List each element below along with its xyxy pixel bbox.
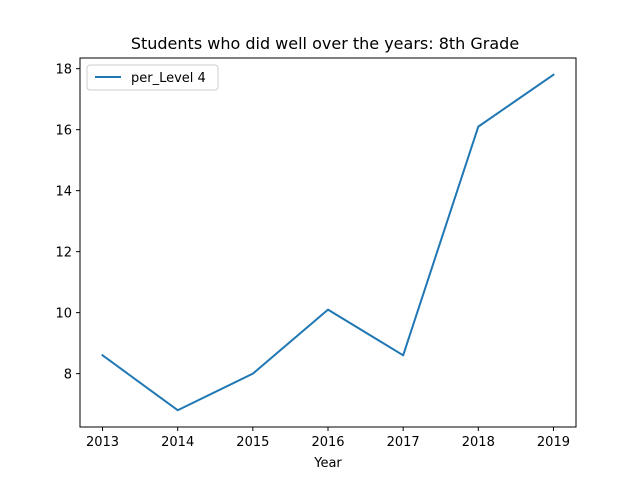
y-tick-label: 12	[55, 246, 72, 261]
plot-area: 2013 2014 2015 2016 2017 2018 2019 8 10 12 14 16 18	[55, 57, 577, 450]
chart-title: Students who did well over the years: 8t…	[131, 34, 519, 53]
y-tick-label: 18	[55, 63, 72, 78]
legend-frame	[86, 64, 219, 91]
x-tick-label: 2016	[311, 435, 344, 450]
legend-label-per-level-4: per_Level 4	[131, 71, 206, 86]
x-axis-ticks: 2013 2014 2015 2016 2017 2018 2019	[86, 427, 570, 450]
x-axis-label: Year	[313, 456, 342, 471]
y-tick-label: 16	[55, 124, 72, 139]
y-tick-label: 14	[55, 185, 72, 200]
x-tick-label: 2015	[236, 435, 269, 450]
y-tick-label: 10	[55, 307, 72, 322]
x-tick-label: 2018	[462, 435, 495, 450]
x-tick-label: 2014	[161, 435, 194, 450]
x-tick-label: 2019	[537, 435, 570, 450]
x-tick-label: 2013	[86, 435, 119, 450]
plot-frame	[79, 57, 577, 428]
y-axis-ticks: 8 10 12 14 16 18	[55, 63, 80, 383]
legend: per_Level 4	[86, 64, 219, 91]
y-tick-label: 8	[64, 368, 72, 383]
x-tick-label: 2017	[387, 435, 420, 450]
series-layer	[101, 73, 555, 412]
